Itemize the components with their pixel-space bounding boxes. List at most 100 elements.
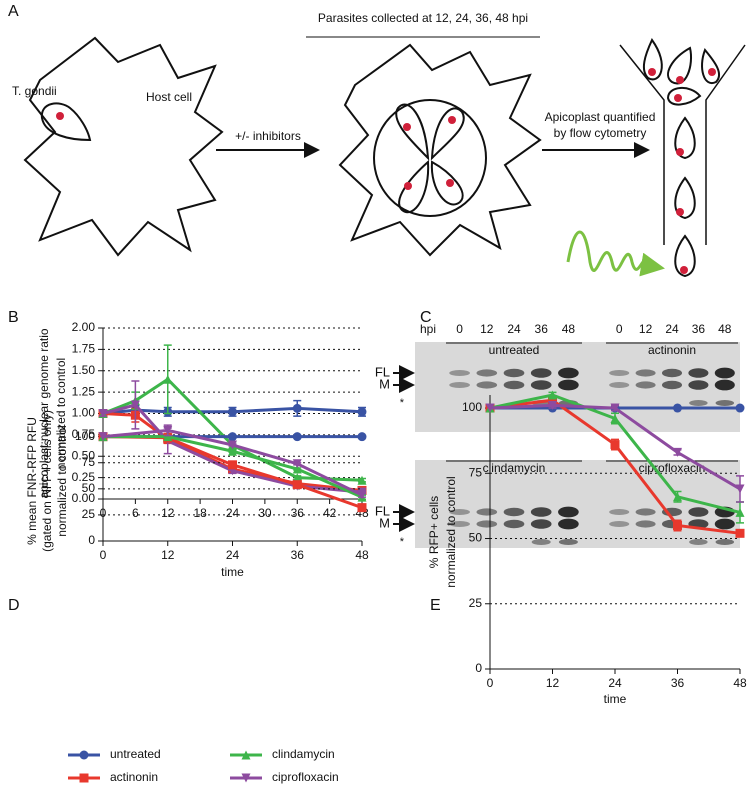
band [530, 368, 552, 378]
y-axis-label: % RFP+ cells [427, 496, 441, 568]
marker [357, 503, 367, 513]
band [609, 521, 630, 527]
band [449, 370, 470, 376]
x-tick-label: 42 [323, 506, 337, 520]
band [661, 380, 683, 390]
x-tick-label: 36 [671, 676, 685, 690]
marker [228, 460, 237, 470]
marker [292, 464, 302, 474]
lane-label: 12 [480, 322, 494, 336]
band-label: M [379, 376, 390, 391]
band [476, 520, 498, 528]
marker [610, 403, 620, 413]
flow-channel [619, 44, 746, 245]
x-tick-label: 48 [733, 676, 747, 690]
x-tick-label: 36 [291, 548, 305, 562]
apicoplast [448, 116, 456, 124]
lane-label: 36 [535, 322, 549, 336]
y-tick-label: 0.00 [72, 491, 96, 505]
y-tick-label: 1.25 [72, 384, 96, 398]
x-tick-label: 36 [291, 506, 305, 520]
band [503, 380, 525, 390]
band [714, 518, 735, 530]
x-tick-label: 6 [132, 506, 139, 520]
marker [357, 490, 367, 500]
band [503, 519, 525, 529]
band-label: M [379, 515, 390, 530]
laser-wave [566, 230, 665, 277]
x-tick-label: 18 [193, 506, 207, 520]
band [449, 509, 470, 515]
marker [292, 403, 302, 413]
marker [163, 425, 173, 435]
marker [163, 374, 173, 384]
y-axis-label: % mean FNR-RFP RFU [25, 417, 39, 545]
apicoplast [676, 76, 684, 84]
marker [241, 750, 251, 760]
band [714, 379, 735, 391]
band [689, 539, 708, 545]
y-tick-label: 75 [82, 455, 96, 469]
legend-label: clindamycin [272, 747, 335, 761]
y-tick-label: 50 [469, 531, 483, 545]
marker [228, 446, 237, 456]
marker [610, 413, 620, 423]
y-tick-label: 25 [82, 507, 96, 521]
x-tick-label: 12 [161, 506, 175, 520]
legend-label: untreated [110, 747, 161, 761]
parasite [430, 160, 464, 206]
x-tick-label: 24 [226, 506, 240, 520]
x-axis-label: time [604, 692, 627, 706]
apicoplast [674, 94, 682, 102]
marker [98, 409, 108, 418]
lane-label: 48 [562, 322, 576, 336]
x-tick-label: 0 [100, 548, 107, 562]
x-tick-label: 24 [608, 676, 622, 690]
marker [292, 432, 302, 442]
apicoplast [446, 179, 454, 187]
x-tick-label: 30 [258, 506, 272, 520]
lane-label: 12 [639, 322, 653, 336]
group-label: untreated [489, 343, 540, 357]
band [558, 539, 578, 545]
treatment-label: +/- inhibitors [235, 129, 301, 143]
band [558, 518, 579, 530]
parasite [666, 87, 702, 106]
marker [673, 403, 682, 413]
y-tick-label: 100 [462, 400, 482, 414]
apicoplast [676, 148, 684, 156]
marker [735, 507, 745, 517]
y-tick-label: 0.75 [72, 427, 96, 441]
apicoplast [680, 266, 688, 274]
group-label: actinonin [648, 343, 696, 357]
marker [548, 390, 557, 400]
band [688, 380, 709, 390]
band [609, 509, 630, 515]
series-line [102, 377, 363, 482]
marker [485, 403, 495, 413]
band-label: * [400, 536, 405, 548]
band [609, 370, 630, 376]
parasite [430, 107, 465, 161]
band [635, 381, 656, 389]
band [530, 380, 552, 390]
apicoplast [404, 182, 412, 190]
marker [241, 773, 251, 783]
lane-label: 0 [456, 322, 463, 336]
y-tick-label: 0.50 [72, 448, 96, 462]
panel-label: C [420, 309, 432, 326]
parasite [667, 46, 692, 85]
band [661, 368, 683, 378]
readout-label: by flow cytometry [554, 126, 647, 140]
marker [673, 447, 682, 457]
band [688, 507, 709, 517]
marker [79, 773, 89, 783]
chart: D % mean FNR-RFP RFU (gated on RFP+ cells … [8, 410, 369, 614]
y-tick-label: 0 [88, 533, 95, 547]
apicoplast [56, 112, 64, 120]
apicoplast [403, 123, 411, 131]
marker [292, 473, 302, 483]
series-line [102, 412, 363, 492]
